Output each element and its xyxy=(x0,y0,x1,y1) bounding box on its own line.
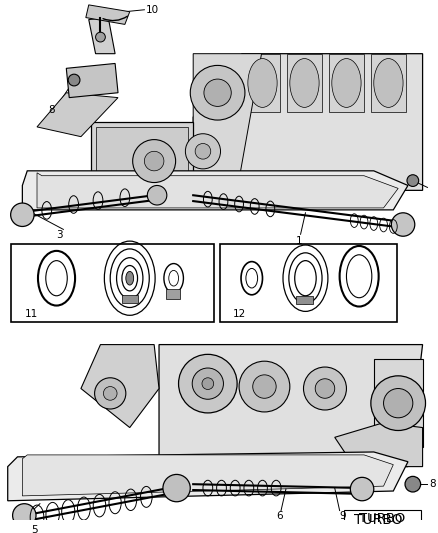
Ellipse shape xyxy=(290,59,319,107)
Polygon shape xyxy=(335,423,423,466)
Ellipse shape xyxy=(248,59,277,107)
Polygon shape xyxy=(245,54,280,112)
Circle shape xyxy=(95,32,105,42)
Circle shape xyxy=(145,151,164,171)
Circle shape xyxy=(204,79,231,107)
Bar xyxy=(296,296,313,304)
Polygon shape xyxy=(8,452,408,501)
Polygon shape xyxy=(91,122,193,190)
Polygon shape xyxy=(374,359,423,447)
Bar xyxy=(11,244,214,322)
Text: 8: 8 xyxy=(429,479,436,489)
Circle shape xyxy=(103,386,117,400)
Ellipse shape xyxy=(332,59,361,107)
Circle shape xyxy=(11,203,34,227)
Circle shape xyxy=(407,175,419,187)
Polygon shape xyxy=(95,127,188,185)
Circle shape xyxy=(133,140,176,182)
Circle shape xyxy=(392,213,415,236)
Circle shape xyxy=(304,367,346,410)
Text: 10: 10 xyxy=(145,5,159,15)
Circle shape xyxy=(13,504,36,527)
Polygon shape xyxy=(81,345,159,427)
Circle shape xyxy=(190,66,245,120)
Bar xyxy=(345,510,420,527)
Text: 8: 8 xyxy=(48,106,55,115)
Polygon shape xyxy=(22,455,393,496)
Bar xyxy=(122,295,138,303)
Circle shape xyxy=(202,378,214,390)
Text: 12: 12 xyxy=(233,309,247,319)
Circle shape xyxy=(315,379,335,398)
Polygon shape xyxy=(371,54,406,112)
Circle shape xyxy=(384,389,413,418)
Text: 9: 9 xyxy=(339,511,346,521)
Bar xyxy=(166,289,180,298)
Text: 6: 6 xyxy=(276,511,283,521)
Polygon shape xyxy=(193,54,423,190)
Text: 1: 1 xyxy=(296,236,303,246)
Circle shape xyxy=(147,185,167,205)
Ellipse shape xyxy=(126,271,134,285)
Polygon shape xyxy=(193,54,261,190)
Text: TURBO: TURBO xyxy=(360,512,406,525)
Circle shape xyxy=(163,474,190,502)
Circle shape xyxy=(185,134,220,169)
Ellipse shape xyxy=(374,59,403,107)
Circle shape xyxy=(68,74,80,86)
Polygon shape xyxy=(86,5,130,25)
Text: 3: 3 xyxy=(56,230,63,240)
Circle shape xyxy=(371,376,426,431)
Polygon shape xyxy=(37,93,118,136)
Text: TURBO: TURBO xyxy=(354,513,403,527)
Polygon shape xyxy=(22,171,408,210)
Circle shape xyxy=(239,361,290,412)
Circle shape xyxy=(95,378,126,409)
Circle shape xyxy=(179,354,237,413)
Circle shape xyxy=(253,375,276,398)
Bar xyxy=(219,244,397,322)
Circle shape xyxy=(192,368,223,399)
Circle shape xyxy=(405,477,420,492)
Text: 11: 11 xyxy=(25,309,38,319)
Polygon shape xyxy=(89,18,115,54)
Polygon shape xyxy=(66,63,118,98)
Polygon shape xyxy=(287,54,322,112)
Polygon shape xyxy=(159,345,423,466)
Text: 5: 5 xyxy=(31,525,37,533)
Circle shape xyxy=(195,143,211,159)
Polygon shape xyxy=(329,54,364,112)
Polygon shape xyxy=(37,173,398,208)
Circle shape xyxy=(350,478,374,501)
